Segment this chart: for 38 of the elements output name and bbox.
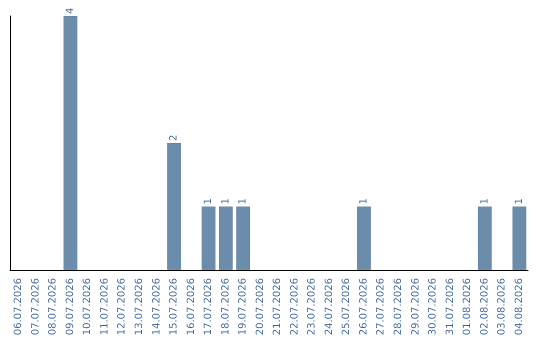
data-label: 1 bbox=[514, 198, 525, 204]
x-tick-label: 16.07.2026 bbox=[186, 278, 197, 336]
x-tick-label: 04.08.2026 bbox=[514, 278, 525, 336]
x-tick-label: 23.07.2026 bbox=[306, 278, 318, 336]
data-label: 1 bbox=[479, 198, 490, 204]
x-tick-label: 10.07.2026 bbox=[82, 278, 94, 336]
x-tick-label: 01.08.2026 bbox=[462, 278, 474, 336]
x-tick-label: 15.07.2026 bbox=[168, 278, 180, 336]
x-tick-label: 06.07.2026 bbox=[13, 278, 24, 336]
x-tick-label: 28.07.2026 bbox=[393, 278, 404, 336]
data-label: 4 bbox=[64, 8, 76, 14]
x-tick-label: 24.07.2026 bbox=[324, 278, 335, 336]
data-label: 1 bbox=[358, 198, 370, 204]
x-tick-label: 12.07.2026 bbox=[116, 278, 128, 336]
x-tick-label: 17.07.2026 bbox=[203, 278, 214, 336]
x-tick-label: 09.07.2026 bbox=[64, 278, 76, 336]
x-tick-label: 30.07.2026 bbox=[428, 278, 439, 336]
data-label: 1 bbox=[203, 198, 214, 204]
data-label: 1 bbox=[238, 198, 249, 204]
x-tick-label: 19.07.2026 bbox=[238, 278, 249, 336]
x-tick-label: 03.08.2026 bbox=[496, 278, 508, 336]
x-tick-label: 07.07.2026 bbox=[30, 278, 42, 336]
data-label: 1 bbox=[220, 198, 232, 204]
x-tick-label: 29.07.2026 bbox=[410, 278, 422, 336]
x-tick-label: 31.07.2026 bbox=[444, 278, 456, 336]
x-tick-label: 11.07.2026 bbox=[99, 278, 110, 336]
x-tick-label: 08.07.2026 bbox=[48, 278, 59, 336]
x-tick-label: 22.07.2026 bbox=[289, 278, 300, 336]
x-tick-label: 13.07.2026 bbox=[134, 278, 145, 336]
x-tick-label: 27.07.2026 bbox=[376, 278, 387, 336]
data-label: 2 bbox=[168, 134, 180, 141]
x-tick-label: 21.07.2026 bbox=[272, 278, 284, 336]
x-tick-label: 02.08.2026 bbox=[479, 278, 490, 336]
x-tick-label: 20.07.2026 bbox=[254, 278, 266, 336]
x-tick-label: 25.07.2026 bbox=[341, 278, 352, 336]
x-tick-label: 18.07.2026 bbox=[220, 278, 232, 336]
x-tick-label: 14.07.2026 bbox=[151, 278, 162, 336]
x-tick-label: 26.07.2026 bbox=[358, 278, 370, 336]
